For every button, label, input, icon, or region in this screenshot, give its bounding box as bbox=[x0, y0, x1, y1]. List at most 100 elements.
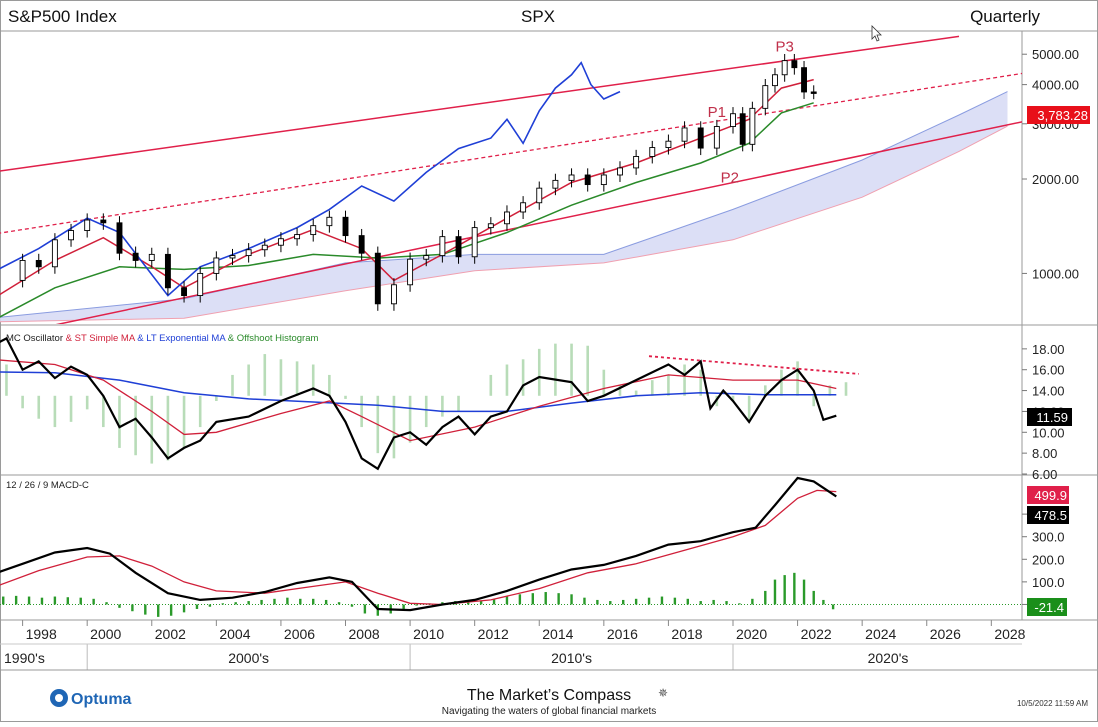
offshoot-histogram-bar bbox=[408, 395, 412, 443]
offshoot-histogram-bar bbox=[279, 359, 283, 396]
price-tick-label: 2000.00 bbox=[1032, 172, 1079, 187]
year-tick-label: 2002 bbox=[155, 626, 186, 642]
offshoot-histogram-bar bbox=[231, 374, 234, 396]
oscillator-tick-label: 16.00 bbox=[1032, 363, 1065, 378]
macd-histogram-bar bbox=[221, 603, 225, 605]
offshoot-histogram-bar bbox=[102, 395, 105, 428]
oscillator-title: MC Oscillator & ST Simple MA & LT Expone… bbox=[6, 333, 319, 344]
candle-body bbox=[439, 236, 446, 257]
macd-title: 12 / 26 / 9 MACD-C bbox=[6, 480, 89, 491]
candle-body bbox=[749, 107, 756, 145]
macd-histogram-bar bbox=[544, 592, 547, 605]
macd-line bbox=[0, 476, 837, 612]
offshoot-histogram-bar bbox=[21, 395, 24, 409]
last-price-label: 3,783.28 bbox=[1037, 108, 1088, 123]
year-tick-label: 2008 bbox=[349, 626, 380, 642]
timestamp: 10/5/2022 11:59 AM bbox=[1017, 699, 1088, 708]
annotation-label: P2 bbox=[721, 169, 739, 186]
channel-upper-line bbox=[0, 35, 960, 172]
offshoot-histogram-bar bbox=[53, 395, 57, 428]
candle-body bbox=[739, 113, 746, 145]
macd-histogram-bar bbox=[195, 604, 199, 609]
offshoot-histogram-bar bbox=[69, 395, 73, 422]
candle-body bbox=[810, 91, 817, 94]
period-label: Quarterly bbox=[970, 7, 1040, 26]
offshoot-histogram-bar bbox=[424, 395, 428, 428]
macd-histogram-bar bbox=[79, 597, 82, 605]
offshoot-histogram-bar bbox=[118, 395, 121, 448]
macd-tick-label: 200.0 bbox=[1032, 552, 1065, 567]
macd-histogram-bar bbox=[66, 597, 70, 605]
year-tick-label: 2000 bbox=[90, 626, 121, 642]
offshoot-histogram-bar bbox=[295, 361, 299, 396]
candle-body bbox=[68, 230, 74, 241]
offshoot-histogram-bar bbox=[263, 354, 267, 396]
oscillator-tick-label: 6.00 bbox=[1032, 467, 1057, 482]
candle-body bbox=[116, 222, 123, 254]
macd-value-tag bbox=[1027, 506, 1069, 524]
candle-body bbox=[536, 187, 543, 204]
macd-histogram-bar bbox=[738, 603, 741, 605]
year-tick-label: 2004 bbox=[219, 626, 250, 642]
candle-body bbox=[132, 252, 139, 261]
macd-histogram-bar bbox=[234, 602, 237, 605]
offshoot-histogram-bar bbox=[344, 395, 347, 399]
macd-histogram-bar bbox=[208, 604, 212, 607]
offshoot-histogram-bar bbox=[441, 395, 444, 417]
offshoot-histogram-bar bbox=[505, 364, 509, 396]
offshoot-histogram-bar bbox=[85, 395, 89, 410]
candle-body bbox=[261, 244, 268, 251]
year-tick-label: 2020 bbox=[736, 626, 767, 642]
offshoot-histogram-bar bbox=[311, 364, 315, 396]
macd-histogram-bar bbox=[596, 599, 599, 605]
offshoot-histogram-bar bbox=[844, 382, 848, 396]
macd-histogram-bar bbox=[350, 604, 354, 607]
oscillator-trendline bbox=[648, 355, 859, 375]
offshoot-histogram-bar bbox=[5, 364, 8, 396]
candle-body bbox=[568, 174, 575, 181]
macd-histogram-bar bbox=[764, 590, 767, 605]
lt-exponential-ma-line bbox=[0, 371, 837, 413]
ticker-title: SPX bbox=[521, 7, 555, 26]
comparison-line bbox=[0, 61, 621, 297]
mc-oscillator-line bbox=[0, 336, 837, 471]
macd-histogram-bar bbox=[699, 601, 702, 605]
candle-body bbox=[730, 113, 736, 127]
macd-signal-line bbox=[0, 489, 837, 606]
histogram-value-label: -21.4 bbox=[1034, 600, 1064, 615]
macd-histogram-bar bbox=[53, 596, 57, 605]
oscillator-value-tag bbox=[1027, 408, 1072, 426]
signal-value-tag bbox=[1027, 486, 1069, 504]
macd-histogram-bar bbox=[324, 599, 328, 605]
candle-body bbox=[358, 235, 365, 254]
macd-histogram-bar bbox=[260, 599, 263, 605]
macd-histogram-bar bbox=[182, 604, 186, 613]
offshoot-histogram-bar bbox=[360, 395, 363, 428]
macd-histogram-bar bbox=[712, 599, 715, 605]
oscillator-tick-label: 10.00 bbox=[1032, 425, 1065, 440]
cloud-lower-line bbox=[0, 125, 1008, 323]
offshoot-histogram-bar bbox=[537, 348, 541, 396]
year-tick-label: 1998 bbox=[26, 626, 57, 642]
decade-label: 2010's bbox=[551, 650, 592, 666]
macd-histogram-bar bbox=[583, 597, 586, 605]
macd-histogram-bar bbox=[773, 579, 777, 605]
candle-body bbox=[801, 67, 807, 93]
offshoot-histogram-bar bbox=[634, 390, 638, 396]
macd-histogram-bar bbox=[92, 598, 95, 605]
offshoot-histogram-bar bbox=[166, 395, 170, 461]
oscillator-value-label: 11.59 bbox=[1036, 410, 1068, 425]
macd-histogram-bar bbox=[793, 572, 796, 605]
year-tick-label: 2016 bbox=[607, 626, 638, 642]
offshoot-histogram-bar bbox=[780, 369, 783, 396]
candle-body bbox=[390, 284, 397, 305]
candle-body bbox=[713, 126, 720, 149]
macd-tick-label: 100.0 bbox=[1032, 575, 1065, 590]
macd-histogram-bar bbox=[441, 602, 444, 605]
macd-histogram-bar bbox=[363, 604, 367, 614]
offshoot-histogram-bar bbox=[521, 359, 525, 396]
offshoot-histogram-bar bbox=[150, 395, 154, 464]
compass-rose-icon: ✵ bbox=[658, 686, 668, 700]
